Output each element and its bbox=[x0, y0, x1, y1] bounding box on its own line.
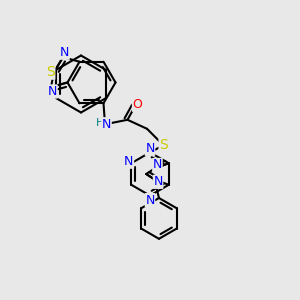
Text: N: N bbox=[48, 85, 57, 98]
Text: S: S bbox=[46, 65, 55, 79]
Text: N: N bbox=[153, 175, 163, 188]
Text: N: N bbox=[102, 118, 111, 131]
Text: N: N bbox=[145, 142, 155, 155]
Text: H: H bbox=[96, 118, 104, 128]
Text: N: N bbox=[145, 194, 155, 207]
Text: S: S bbox=[159, 138, 168, 152]
Text: N: N bbox=[153, 158, 162, 172]
Text: N: N bbox=[124, 155, 134, 168]
Text: O: O bbox=[133, 98, 142, 111]
Text: N: N bbox=[60, 46, 69, 59]
